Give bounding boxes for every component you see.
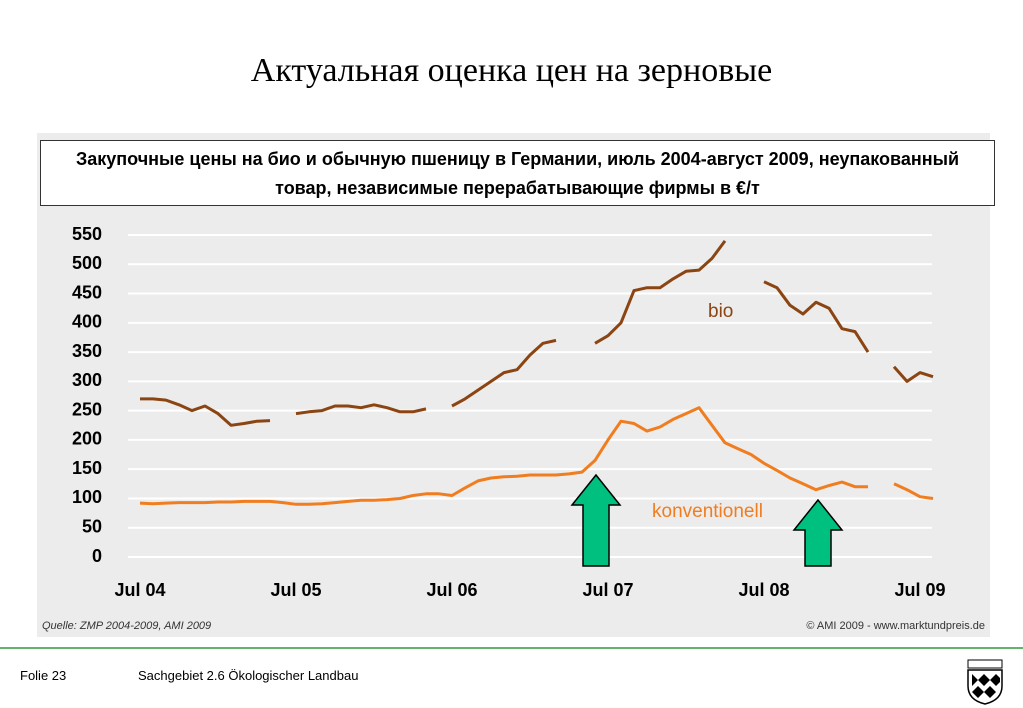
y-tick-label: 300 xyxy=(72,370,102,390)
series-line xyxy=(140,397,271,427)
y-tick-label: 0 xyxy=(92,546,102,566)
y-tick-label: 450 xyxy=(72,282,102,302)
x-tick-label: Jul 04 xyxy=(114,580,165,600)
y-tick-label: 100 xyxy=(72,487,102,507)
series-line xyxy=(892,365,934,383)
x-tick-label: Jul 06 xyxy=(426,580,477,600)
slide-title: Актуальная оценка цен на зерновые xyxy=(250,52,773,89)
y-tick-label: 500 xyxy=(72,253,102,273)
series-line xyxy=(763,280,870,353)
x-tick-label: Jul 09 xyxy=(894,580,945,600)
y-tick-label: 50 xyxy=(82,516,102,536)
arrow xyxy=(792,498,844,567)
series-line xyxy=(451,338,557,408)
series-line xyxy=(893,482,934,500)
series-line xyxy=(295,403,427,416)
x-tick-label: Jul 07 xyxy=(582,580,633,600)
y-tick-label: 150 xyxy=(72,458,102,478)
slide-number: Folie 23 xyxy=(20,668,67,683)
plot: 0 50 100 150 200 250 300 350 400 450 500 550 Jul 04 J… xyxy=(72,224,946,600)
y-tick-label: 400 xyxy=(72,312,102,332)
series-line xyxy=(139,406,868,506)
source-left: Quelle: ZMP 2004-2009, AMI 2009 xyxy=(42,620,211,632)
chart-title: Закупочные цены на био и обычную пшеницу… xyxy=(40,140,995,206)
footer-section: Sachgebiet 2.6 Ökologischer Landbau xyxy=(138,668,359,683)
x-tick-label: Jul 05 xyxy=(270,580,321,600)
x-tick-label: Jul 08 xyxy=(738,580,789,600)
y-tick-label: 200 xyxy=(72,429,102,449)
series-line xyxy=(594,240,727,345)
series-label: bio xyxy=(708,301,733,322)
y-tick-label: 550 xyxy=(72,224,102,244)
arrow xyxy=(570,473,622,567)
series-label: konventionell xyxy=(652,501,763,522)
y-tick-label: 350 xyxy=(72,341,102,361)
y-tick-label: 250 xyxy=(72,399,102,419)
source-right: © AMI 2009 - www.marktundpreis.de xyxy=(806,620,985,632)
coat-of-arms xyxy=(967,659,1003,705)
